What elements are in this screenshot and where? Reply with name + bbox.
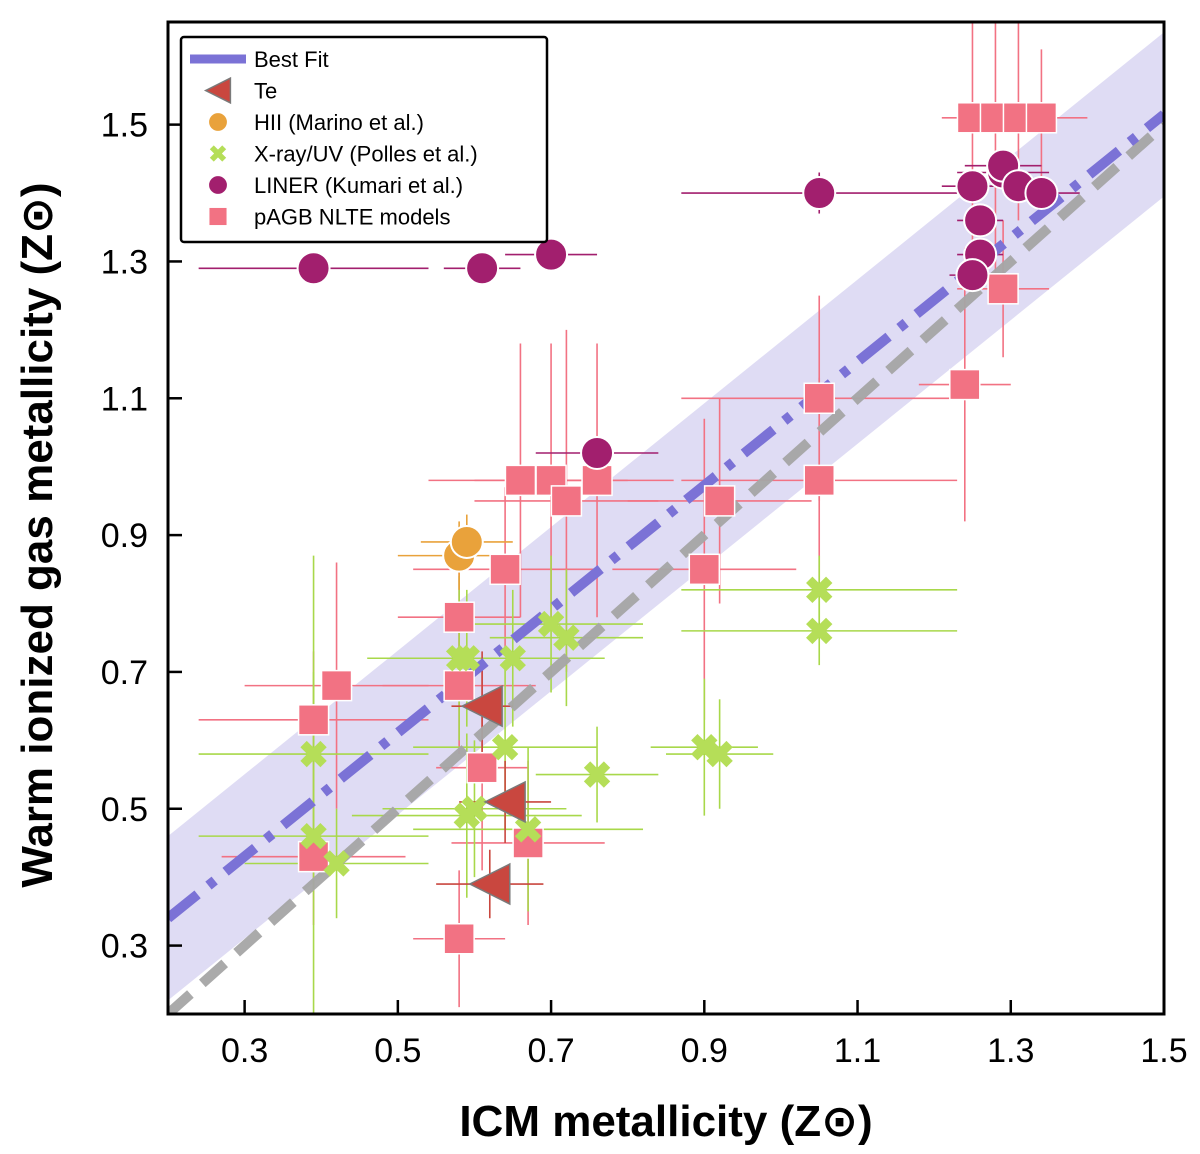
legend-label: X-ray/UV (Polles et al.) [254, 142, 478, 167]
pagb-marker [987, 273, 1019, 305]
xray-uv-marker [514, 816, 542, 843]
liner-marker [465, 251, 500, 286]
legend-marker [207, 111, 229, 133]
legend-label: Te [254, 79, 277, 104]
pagb-marker [443, 669, 475, 702]
pagb-marker [504, 464, 537, 497]
pagb-marker [489, 553, 521, 586]
legend-label: pAGB NLTE models [254, 205, 450, 230]
liner-marker [580, 436, 615, 471]
te-marker [460, 684, 503, 728]
y-tick-label: 0.5 [101, 791, 148, 829]
legend-marker [209, 145, 227, 162]
pagb-marker [703, 485, 736, 517]
pagb-marker [803, 464, 835, 497]
liner-marker [534, 237, 569, 272]
y-tick-label: 1.5 [101, 107, 148, 145]
axis-ticks: 0.3 0.5 0.7 0.9 1.1 1.3 1.5 0.3 0.5 0.7 0.9 1.1 1.3 1… [101, 107, 1188, 1070]
y-tick-label: 0.7 [101, 654, 148, 692]
x-tick-label: 0.3 [221, 1032, 268, 1070]
legend-marker [207, 174, 229, 196]
liner-marker [955, 169, 990, 204]
y-tick-label: 1.1 [101, 380, 148, 418]
y-tick-label: 0.3 [101, 928, 148, 966]
y-tick-label: 0.9 [101, 517, 148, 555]
pagb-marker [443, 922, 475, 955]
plot-frame [166, 20, 1166, 1016]
xray-uv-marker [583, 761, 611, 788]
liner-marker [955, 258, 990, 293]
legend-box [179, 35, 549, 244]
legend-marker [203, 76, 232, 105]
pagb-marker [803, 382, 835, 415]
legend-label: HII (Marino et al.) [254, 110, 424, 135]
xray-uv-marker [300, 740, 327, 768]
te-marker [468, 862, 511, 906]
x-tick-label: 1.5 [1140, 1032, 1187, 1070]
legend: Best Fit Te HII (Marino et al.) X-ray/UV (P… [179, 35, 549, 244]
x-axis-title: ICM metallicity (Z⊙) [459, 1097, 872, 1146]
pagb-marker [688, 553, 721, 586]
xray-uv-marker [553, 624, 580, 651]
pagb-marker [581, 464, 613, 497]
pagb-marker [443, 601, 475, 633]
x-tick-label: 0.7 [527, 1032, 574, 1070]
xray-uv-marker [300, 822, 327, 850]
hii-marker [449, 524, 484, 559]
pagb-marker [1025, 102, 1058, 134]
xray-uv-marker [323, 850, 350, 877]
legend-marker [207, 206, 229, 227]
liner-marker [1024, 176, 1059, 211]
legend-label: Best Fit [254, 47, 329, 72]
y-tick-label: 1.3 [101, 243, 148, 281]
te-marker [483, 780, 526, 824]
xray-uv-marker [453, 645, 480, 672]
xray-uv-marker [461, 795, 488, 822]
liner-marker [802, 176, 837, 211]
xray-uv-marker [806, 576, 833, 604]
x-tick-label: 0.5 [374, 1032, 421, 1070]
xray-uv-marker [491, 734, 519, 761]
one-to-one-line [168, 120, 1164, 1014]
y-axis-title: Warm ionized gas metallicity (Z⊙) [13, 182, 62, 887]
xray-uv-marker [691, 734, 718, 761]
x-tick-label: 0.9 [681, 1032, 728, 1070]
pagb-marker [466, 751, 498, 784]
best-fit-band [168, 32, 1164, 1001]
x-tick-label: 1.3 [987, 1032, 1034, 1070]
plot-area [168, 22, 1164, 1014]
pagb-marker [550, 485, 583, 517]
x-tick-label: 1.1 [834, 1032, 881, 1070]
best-fit-line [168, 110, 1164, 923]
pagb-marker [320, 669, 353, 702]
liner-marker [963, 203, 998, 238]
xray-uv-marker [806, 617, 833, 645]
xray-uv-marker [706, 740, 733, 768]
legend-label: LINER (Kumari et al.) [254, 173, 463, 198]
pagb-marker [297, 704, 330, 736]
liner-marker [296, 251, 331, 286]
xray-uv-marker [499, 645, 526, 672]
pagb-marker [949, 368, 981, 401]
